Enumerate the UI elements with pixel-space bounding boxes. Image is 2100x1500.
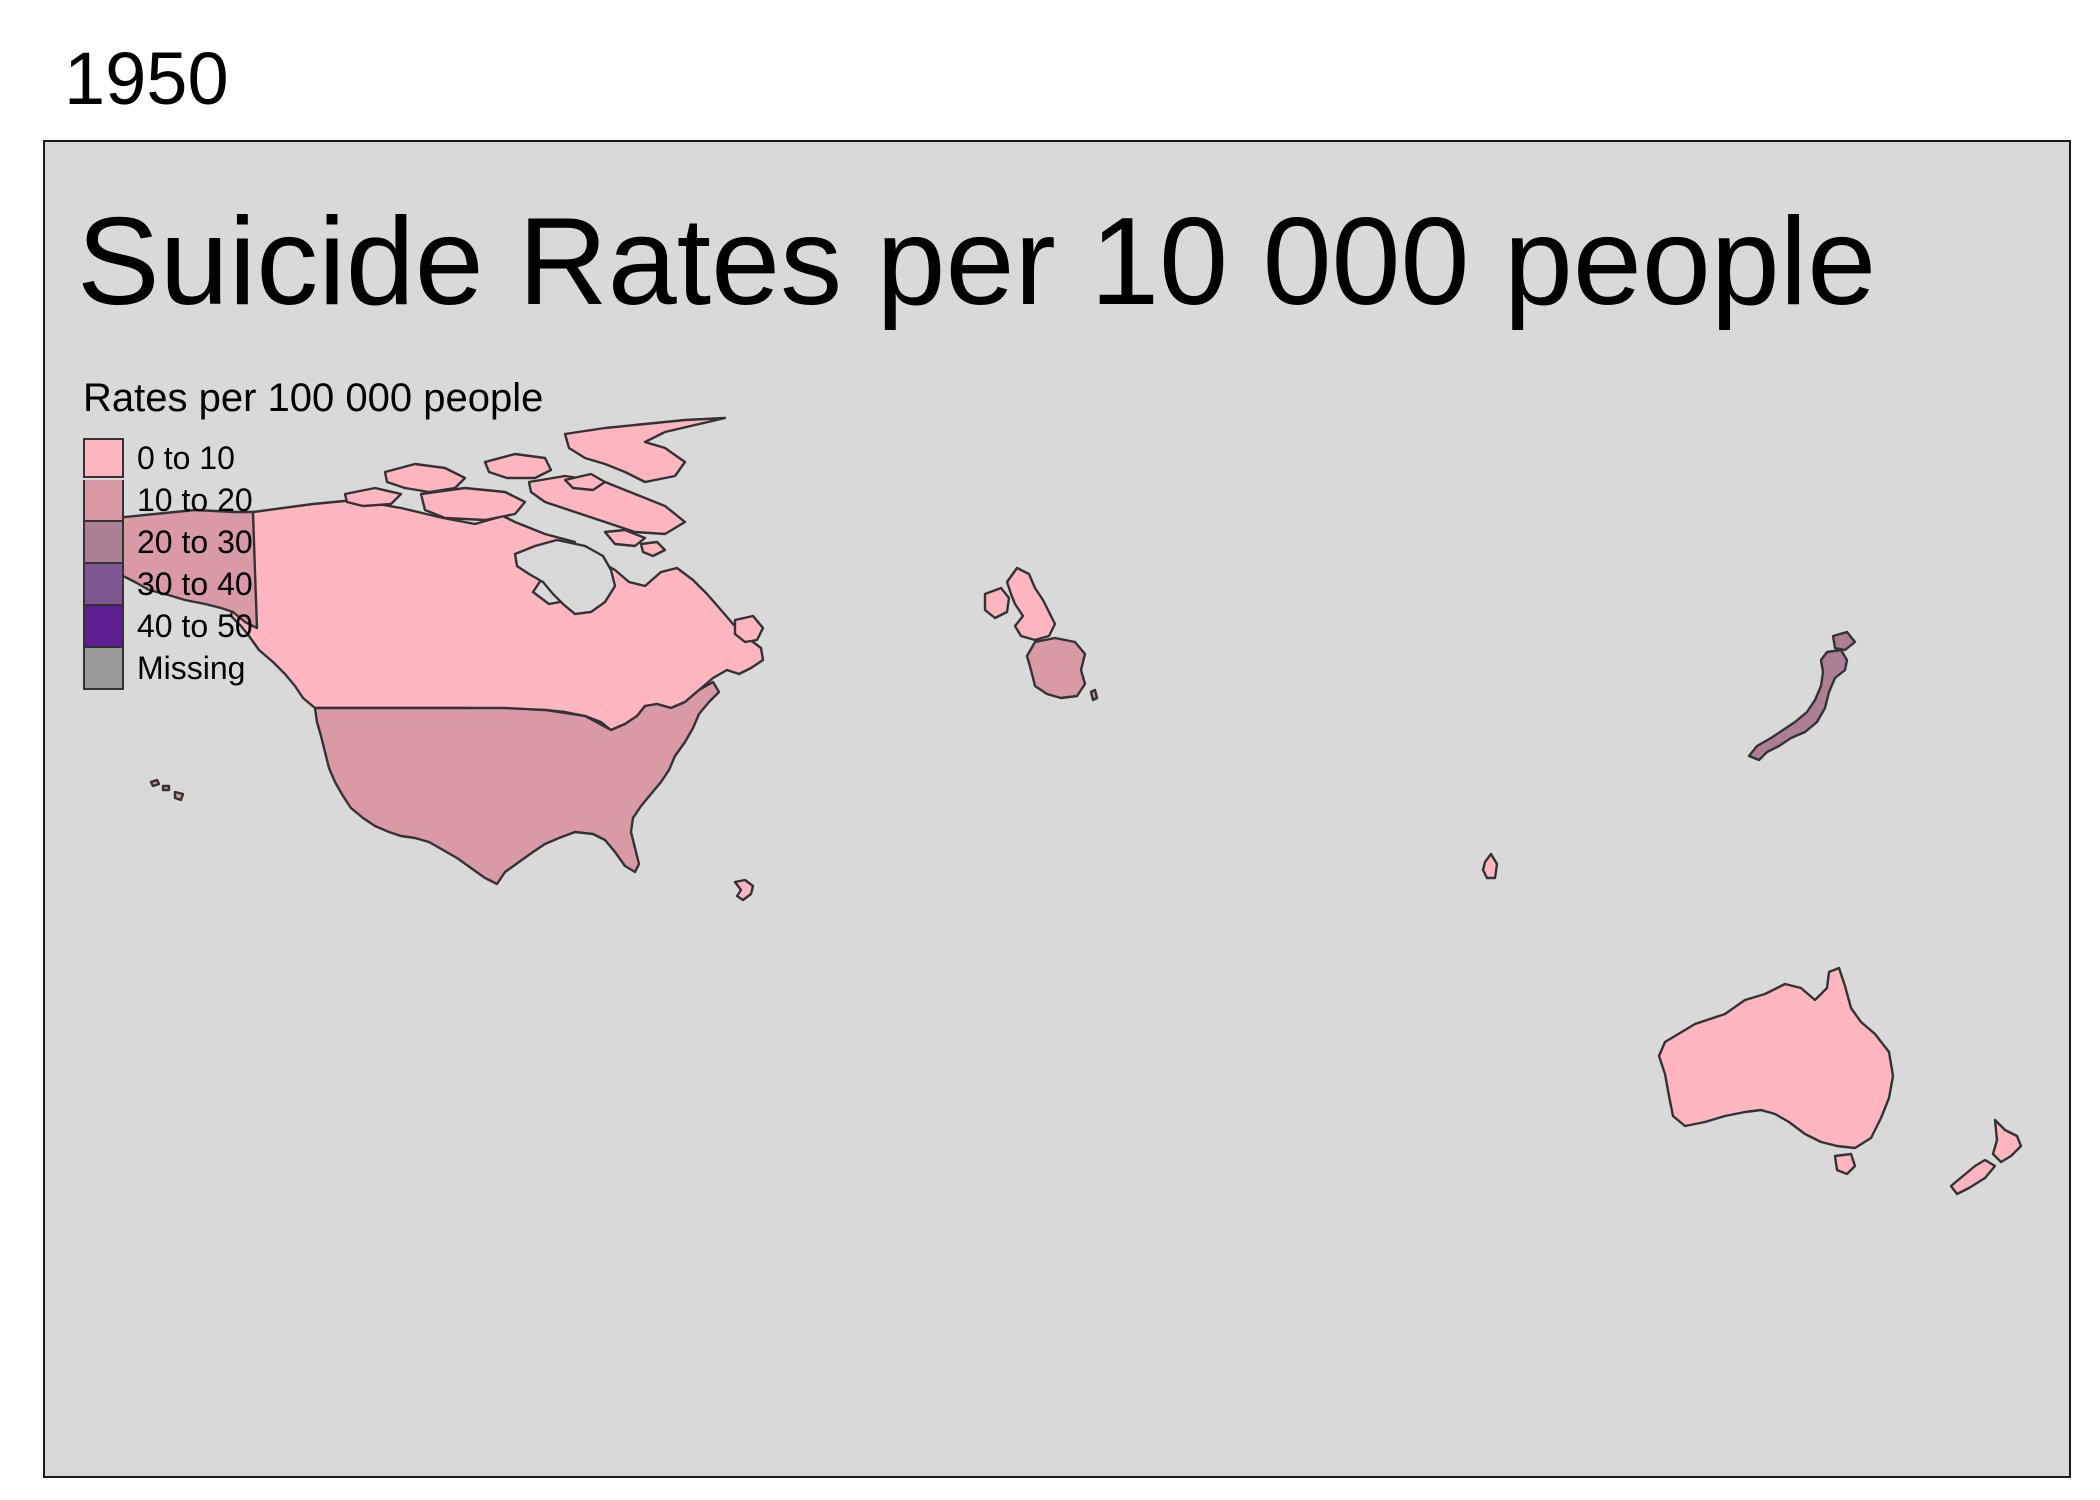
country-united-states-hawaii-1[interactable] — [149, 778, 161, 788]
legend-item: 30 to 40 — [83, 564, 323, 606]
country-united-states[interactable] — [313, 680, 721, 886]
world-map — [105, 416, 2023, 1196]
country-japan[interactable] — [1747, 648, 1849, 762]
country-japan-hokkaido[interactable] — [1831, 630, 1857, 652]
country-france[interactable] — [1025, 636, 1087, 700]
country-canada-arctic-5[interactable] — [483, 452, 553, 480]
country-canada-arctic-2[interactable] — [383, 462, 467, 494]
legend-label: 40 to 50 — [137, 608, 253, 644]
legend-label: 0 to 10 — [137, 440, 235, 476]
country-canada-arctic-1[interactable] — [563, 416, 727, 484]
country-canada-arctic-7[interactable] — [563, 472, 607, 492]
country-small-island-caribbean[interactable] — [733, 878, 755, 902]
legend-label: 20 to 30 — [137, 524, 253, 560]
legend-item: 10 to 20 — [83, 480, 323, 522]
hudson-bay — [513, 538, 617, 616]
legend-swatch — [83, 648, 124, 690]
country-united-states-hawaii-2[interactable] — [161, 784, 171, 792]
country-ireland[interactable] — [983, 586, 1011, 620]
legend-items: 0 to 10 10 to 20 20 to 30 30 to 40 40 to… — [83, 438, 543, 690]
country-sri-lanka[interactable] — [1481, 852, 1499, 880]
legend-label: 30 to 40 — [137, 566, 253, 602]
country-canada-newfoundland[interactable] — [733, 614, 765, 644]
legend-label: Missing — [137, 650, 246, 686]
country-australia[interactable] — [1657, 966, 1895, 1150]
map-panel: Suicide Rates per 10 000 people Rates pe… — [43, 140, 2071, 1478]
legend-item: 40 to 50 — [83, 606, 323, 648]
country-canada-arctic-4[interactable] — [419, 486, 527, 522]
legend-swatch — [83, 438, 124, 478]
legend-swatch — [83, 564, 124, 606]
country-united-kingdom[interactable] — [1005, 566, 1057, 642]
country-new-zealand-south[interactable] — [1949, 1158, 1997, 1196]
legend-item: 20 to 30 — [83, 522, 323, 564]
legend-swatch — [83, 480, 124, 522]
country-canada-arctic-6[interactable] — [527, 474, 687, 536]
legend-item: Missing — [83, 648, 323, 690]
country-canada-arctic-9[interactable] — [639, 540, 667, 558]
legend: Rates per 100 000 people 0 to 10 10 to 2… — [83, 378, 543, 690]
map-title: Suicide Rates per 10 000 people — [77, 193, 1877, 331]
country-canada-arctic-8[interactable] — [603, 528, 647, 548]
country-new-zealand-north[interactable] — [1991, 1118, 2023, 1164]
country-france-corsica[interactable] — [1089, 688, 1099, 702]
legend-swatch — [83, 522, 124, 564]
country-united-states-hawaii-3[interactable] — [173, 790, 185, 802]
country-canada-arctic-3[interactable] — [343, 486, 403, 508]
legend-label: 10 to 20 — [137, 482, 253, 518]
legend-title: Rates per 100 000 people — [83, 376, 544, 420]
year-label: 1950 — [64, 37, 229, 120]
legend-item: 0 to 10 — [83, 438, 323, 480]
legend-swatch — [83, 606, 124, 648]
country-australia-tasmania[interactable] — [1833, 1152, 1857, 1176]
